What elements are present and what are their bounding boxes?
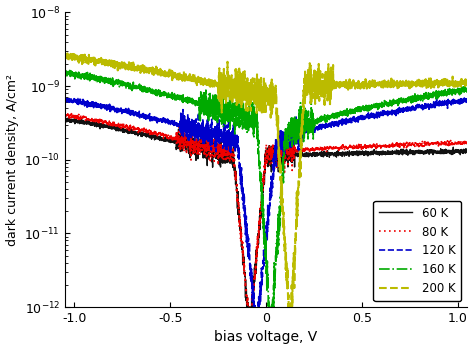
80 K <box>108 122 114 126</box>
60 K <box>244 305 249 309</box>
120 K <box>64 95 70 99</box>
200 K <box>234 82 239 86</box>
Line: 160 K: 160 K <box>65 70 467 307</box>
200 K <box>457 80 463 84</box>
120 K <box>132 113 137 117</box>
60 K <box>217 163 222 167</box>
200 K <box>285 305 291 309</box>
60 K <box>413 148 419 153</box>
200 K <box>217 66 222 70</box>
160 K <box>108 82 114 86</box>
60 K <box>234 190 239 194</box>
60 K <box>62 117 68 121</box>
Line: 80 K: 80 K <box>65 113 467 307</box>
80 K <box>234 188 239 192</box>
Line: 200 K: 200 K <box>65 52 467 307</box>
120 K <box>62 99 68 103</box>
80 K <box>62 114 68 119</box>
Line: 120 K: 120 K <box>65 97 467 307</box>
60 K <box>457 149 463 153</box>
160 K <box>265 305 271 309</box>
160 K <box>465 88 470 92</box>
120 K <box>234 140 239 144</box>
200 K <box>132 66 137 71</box>
80 K <box>245 305 250 309</box>
160 K <box>62 73 68 77</box>
120 K <box>251 305 257 309</box>
160 K <box>132 86 137 90</box>
Legend: 60 K, 80 K, 120 K, 160 K, 200 K: 60 K, 80 K, 120 K, 160 K, 200 K <box>374 201 461 301</box>
120 K <box>217 138 222 142</box>
120 K <box>108 107 114 111</box>
X-axis label: bias voltage, V: bias voltage, V <box>214 330 318 344</box>
160 K <box>457 93 463 97</box>
80 K <box>413 142 419 146</box>
160 K <box>217 110 222 114</box>
160 K <box>413 98 419 103</box>
Y-axis label: dark current density, A/cm²: dark current density, A/cm² <box>6 74 18 246</box>
120 K <box>465 96 470 100</box>
60 K <box>108 126 114 130</box>
200 K <box>70 50 75 55</box>
60 K <box>63 116 69 120</box>
60 K <box>465 149 470 154</box>
80 K <box>457 142 463 146</box>
160 K <box>67 68 73 72</box>
120 K <box>457 99 463 103</box>
120 K <box>413 104 419 108</box>
80 K <box>465 142 470 147</box>
200 K <box>62 57 68 61</box>
200 K <box>413 81 419 85</box>
200 K <box>465 78 470 82</box>
80 K <box>217 134 222 138</box>
80 K <box>64 111 70 115</box>
Line: 60 K: 60 K <box>65 118 467 307</box>
60 K <box>132 130 137 134</box>
160 K <box>234 108 239 113</box>
200 K <box>108 62 114 66</box>
80 K <box>132 127 137 132</box>
